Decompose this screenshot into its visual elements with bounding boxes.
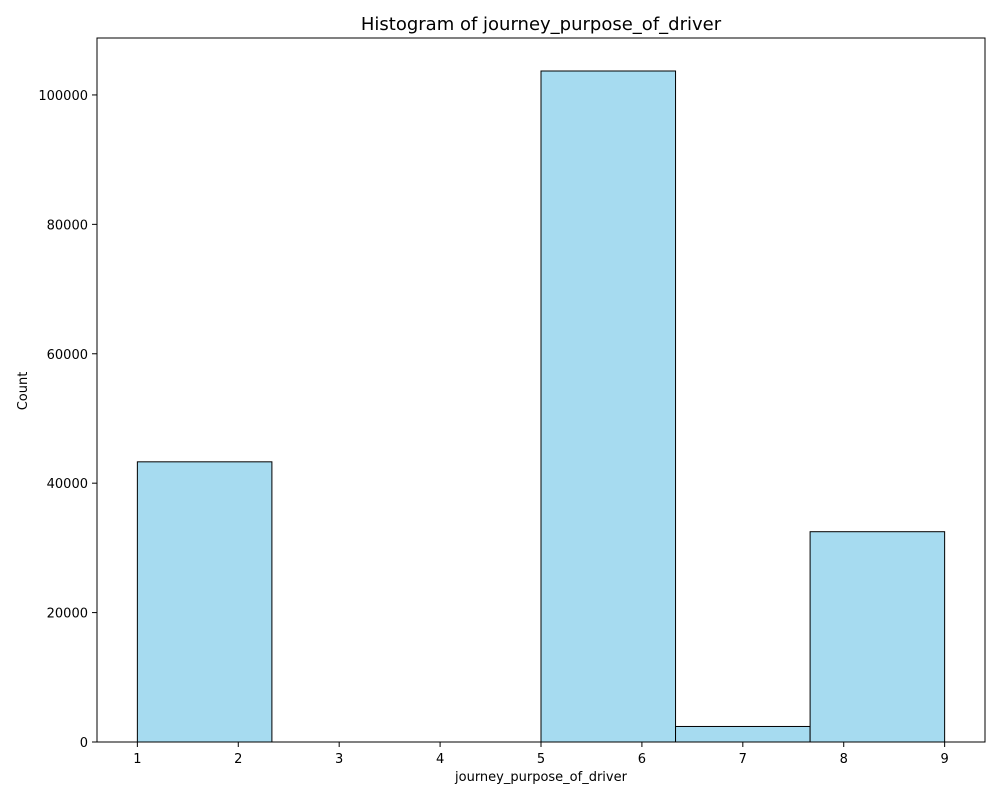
x-axis-label: journey_purpose_of_driver (454, 770, 628, 785)
x-tick-label: 2 (234, 752, 242, 767)
y-tick-label: 40000 (47, 477, 88, 492)
chart-title: Histogram of journey_purpose_of_driver (361, 14, 722, 35)
y-axis-label: Count (16, 372, 31, 411)
y-tick-label: 60000 (47, 348, 88, 363)
x-tick-label: 7 (739, 752, 747, 767)
y-tick-label: 0 (80, 736, 88, 751)
histogram-bar-6 (809, 531, 946, 743)
bars-group (136, 70, 946, 743)
x-tick-label: 4 (436, 752, 444, 767)
x-tick-label: 8 (840, 752, 848, 767)
x-tick-label: 5 (537, 752, 545, 767)
histogram-bar-4 (540, 70, 677, 743)
y-tick-label: 100000 (38, 89, 88, 104)
x-tick-label: 1 (133, 752, 141, 767)
x-tick-label: 6 (638, 752, 646, 767)
y-ticks-group: 0 20000 40000 60000 80000 100000 (38, 89, 97, 751)
x-ticks-group: 1 2 3 4 5 6 7 8 9 (133, 742, 949, 767)
plot-frame (96, 37, 986, 743)
y-tick-label: 80000 (47, 218, 88, 233)
histogram-bar-1 (136, 461, 273, 743)
y-tick-label: 20000 (47, 607, 88, 622)
x-tick-label: 9 (940, 752, 948, 767)
histogram-bar-5 (675, 725, 811, 743)
x-tick-label: 3 (335, 752, 343, 767)
